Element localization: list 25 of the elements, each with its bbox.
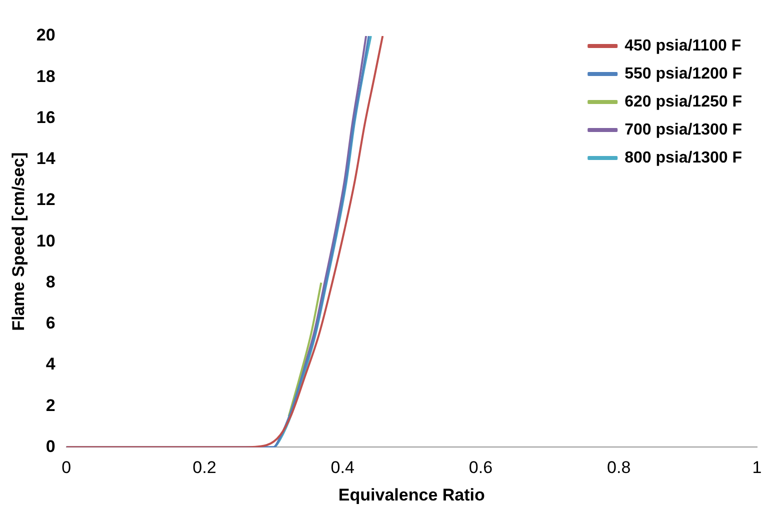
legend-label: 620 psia/1250 F [624,93,742,110]
y-tick-label: 6 [46,314,56,333]
legend-label: 700 psia/1300 F [624,121,742,138]
x-tick-label: 0.6 [468,458,493,478]
x-tick-label: 1 [752,458,762,478]
y-tick-label: 18 [36,66,56,86]
x-axis-title: Equivalence Ratio [338,485,485,504]
x-tick-label: 0.2 [192,458,216,478]
y-tick-label: 12 [36,190,56,210]
legend-label: 550 psia/1200 F [624,65,742,82]
line-series [288,282,322,418]
y-tick-label: 10 [36,231,56,250]
y-tick-label: 8 [46,272,56,292]
legend-label: 450 psia/1100 F [624,37,742,54]
y-tick-label: 20 [36,26,56,45]
y-tick-label: 0 [46,436,56,456]
x-tick-label: 0.4 [330,458,354,478]
x-tick-label: 0.8 [607,458,631,478]
y-tick-label: 4 [46,354,56,374]
x-tick-label: 0 [62,458,72,478]
y-axis-title: Flame Speed [cm/sec] [8,152,28,331]
y-tick-label: 16 [36,108,56,127]
y-tick-label: 2 [46,396,56,415]
legend-label: 800 psia/1300 F [624,149,742,166]
y-tick-label: 14 [36,149,56,168]
